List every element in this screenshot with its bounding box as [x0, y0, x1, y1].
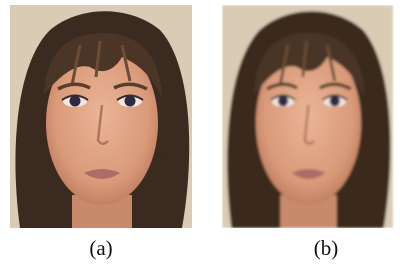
face-image-a: [10, 5, 192, 228]
page: (a) (b) (() => { const data = JSON.parse…: [0, 0, 400, 264]
face-image-b-content: [222, 5, 393, 228]
panel-label: (a): [89, 236, 112, 260]
panel-label: (b): [314, 236, 339, 260]
face-image-b: [222, 5, 393, 228]
figure: (a) (b): [0, 0, 400, 264]
